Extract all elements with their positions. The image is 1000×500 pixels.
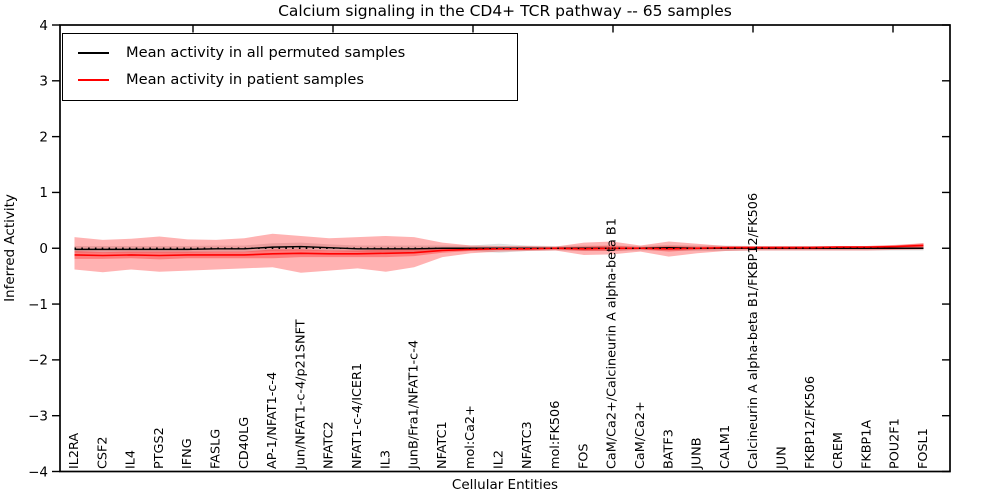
x-tick-label: FASLG bbox=[209, 429, 224, 469]
x-tick-label: CaM/Ca2+ bbox=[633, 401, 648, 469]
x-tick-label: NFATC2 bbox=[322, 421, 337, 469]
x-tick-label: CSF2 bbox=[95, 436, 110, 469]
x-tick-label: Calcineurin A alpha-beta B1/FKBP12/FK506 bbox=[746, 193, 761, 469]
x-tick-label: mol:FK506 bbox=[548, 401, 563, 469]
x-tick-label: CREM bbox=[831, 432, 846, 469]
x-tick-label: FOSL1 bbox=[916, 428, 931, 469]
x-tick-label: Jun/NFAT1-c-4/p21SNFT bbox=[293, 319, 308, 470]
legend: Mean activity in all permuted samples Me… bbox=[62, 33, 518, 101]
y-tick-label: −3 bbox=[28, 408, 48, 424]
x-tick-label: CaM/Ca2+/Calcineurin A alpha-beta B1 bbox=[605, 218, 620, 469]
y-tick-label: −1 bbox=[28, 297, 48, 313]
y-tick-label: −2 bbox=[28, 353, 48, 369]
x-tick-label: mol:Ca2+ bbox=[463, 405, 478, 469]
x-tick-label: FKBP12/FK506 bbox=[803, 376, 818, 469]
y-tick-label: 4 bbox=[39, 18, 48, 34]
x-tick-label: JUN bbox=[775, 446, 790, 470]
x-axis-label: Cellular Entities bbox=[451, 477, 559, 493]
x-tick-label: IFNG bbox=[180, 438, 195, 469]
x-tick-label: IL3 bbox=[378, 450, 393, 469]
chart-title: Calcium signaling in the CD4+ TCR pathwa… bbox=[278, 2, 732, 20]
legend-item-permuted: Mean activity in all permuted samples bbox=[63, 39, 517, 66]
x-tick-label: BATF3 bbox=[661, 429, 676, 469]
x-tick-label: FKBP1A bbox=[859, 420, 874, 469]
x-tick-label: AP-1/NFAT1-c-4 bbox=[265, 372, 280, 469]
x-tick-label: JUNB bbox=[690, 438, 705, 471]
legend-label-patient: Mean activity in patient samples bbox=[126, 71, 365, 88]
y-tick-label: −4 bbox=[28, 464, 48, 480]
x-tick-label: NFATC3 bbox=[520, 421, 535, 469]
x-tick-label: CD40LG bbox=[237, 417, 252, 469]
y-tick-label: 1 bbox=[39, 185, 48, 201]
legend-label-permuted: Mean activity in all permuted samples bbox=[126, 44, 406, 61]
patient-line-swatch bbox=[78, 78, 109, 81]
permuted-line-swatch bbox=[78, 51, 109, 54]
x-tick-label: NFATC1 bbox=[435, 421, 450, 469]
x-tick-label: CALM1 bbox=[718, 425, 733, 469]
y-tick-label: 0 bbox=[39, 241, 48, 257]
x-tick-label: IL2RA bbox=[67, 433, 82, 469]
y-axis-label: Inferred Activity bbox=[2, 194, 18, 302]
legend-item-patient: Mean activity in patient samples bbox=[63, 66, 517, 93]
x-tick-label: JunB/Fra1/NFAT1-c-4 bbox=[407, 340, 422, 470]
x-tick-label: IL2 bbox=[492, 450, 507, 469]
x-tick-label: PTGS2 bbox=[152, 427, 167, 469]
x-tick-label: FOS bbox=[576, 443, 591, 469]
y-tick-label: 3 bbox=[39, 74, 48, 90]
patient-std-band-outer bbox=[74, 233, 924, 273]
x-tick-label: IL4 bbox=[124, 450, 139, 469]
x-tick-label: POU2F1 bbox=[888, 418, 903, 469]
y-tick-label: 2 bbox=[39, 129, 48, 145]
x-tick-label: NFAT1-c-4/ICER1 bbox=[350, 363, 365, 469]
